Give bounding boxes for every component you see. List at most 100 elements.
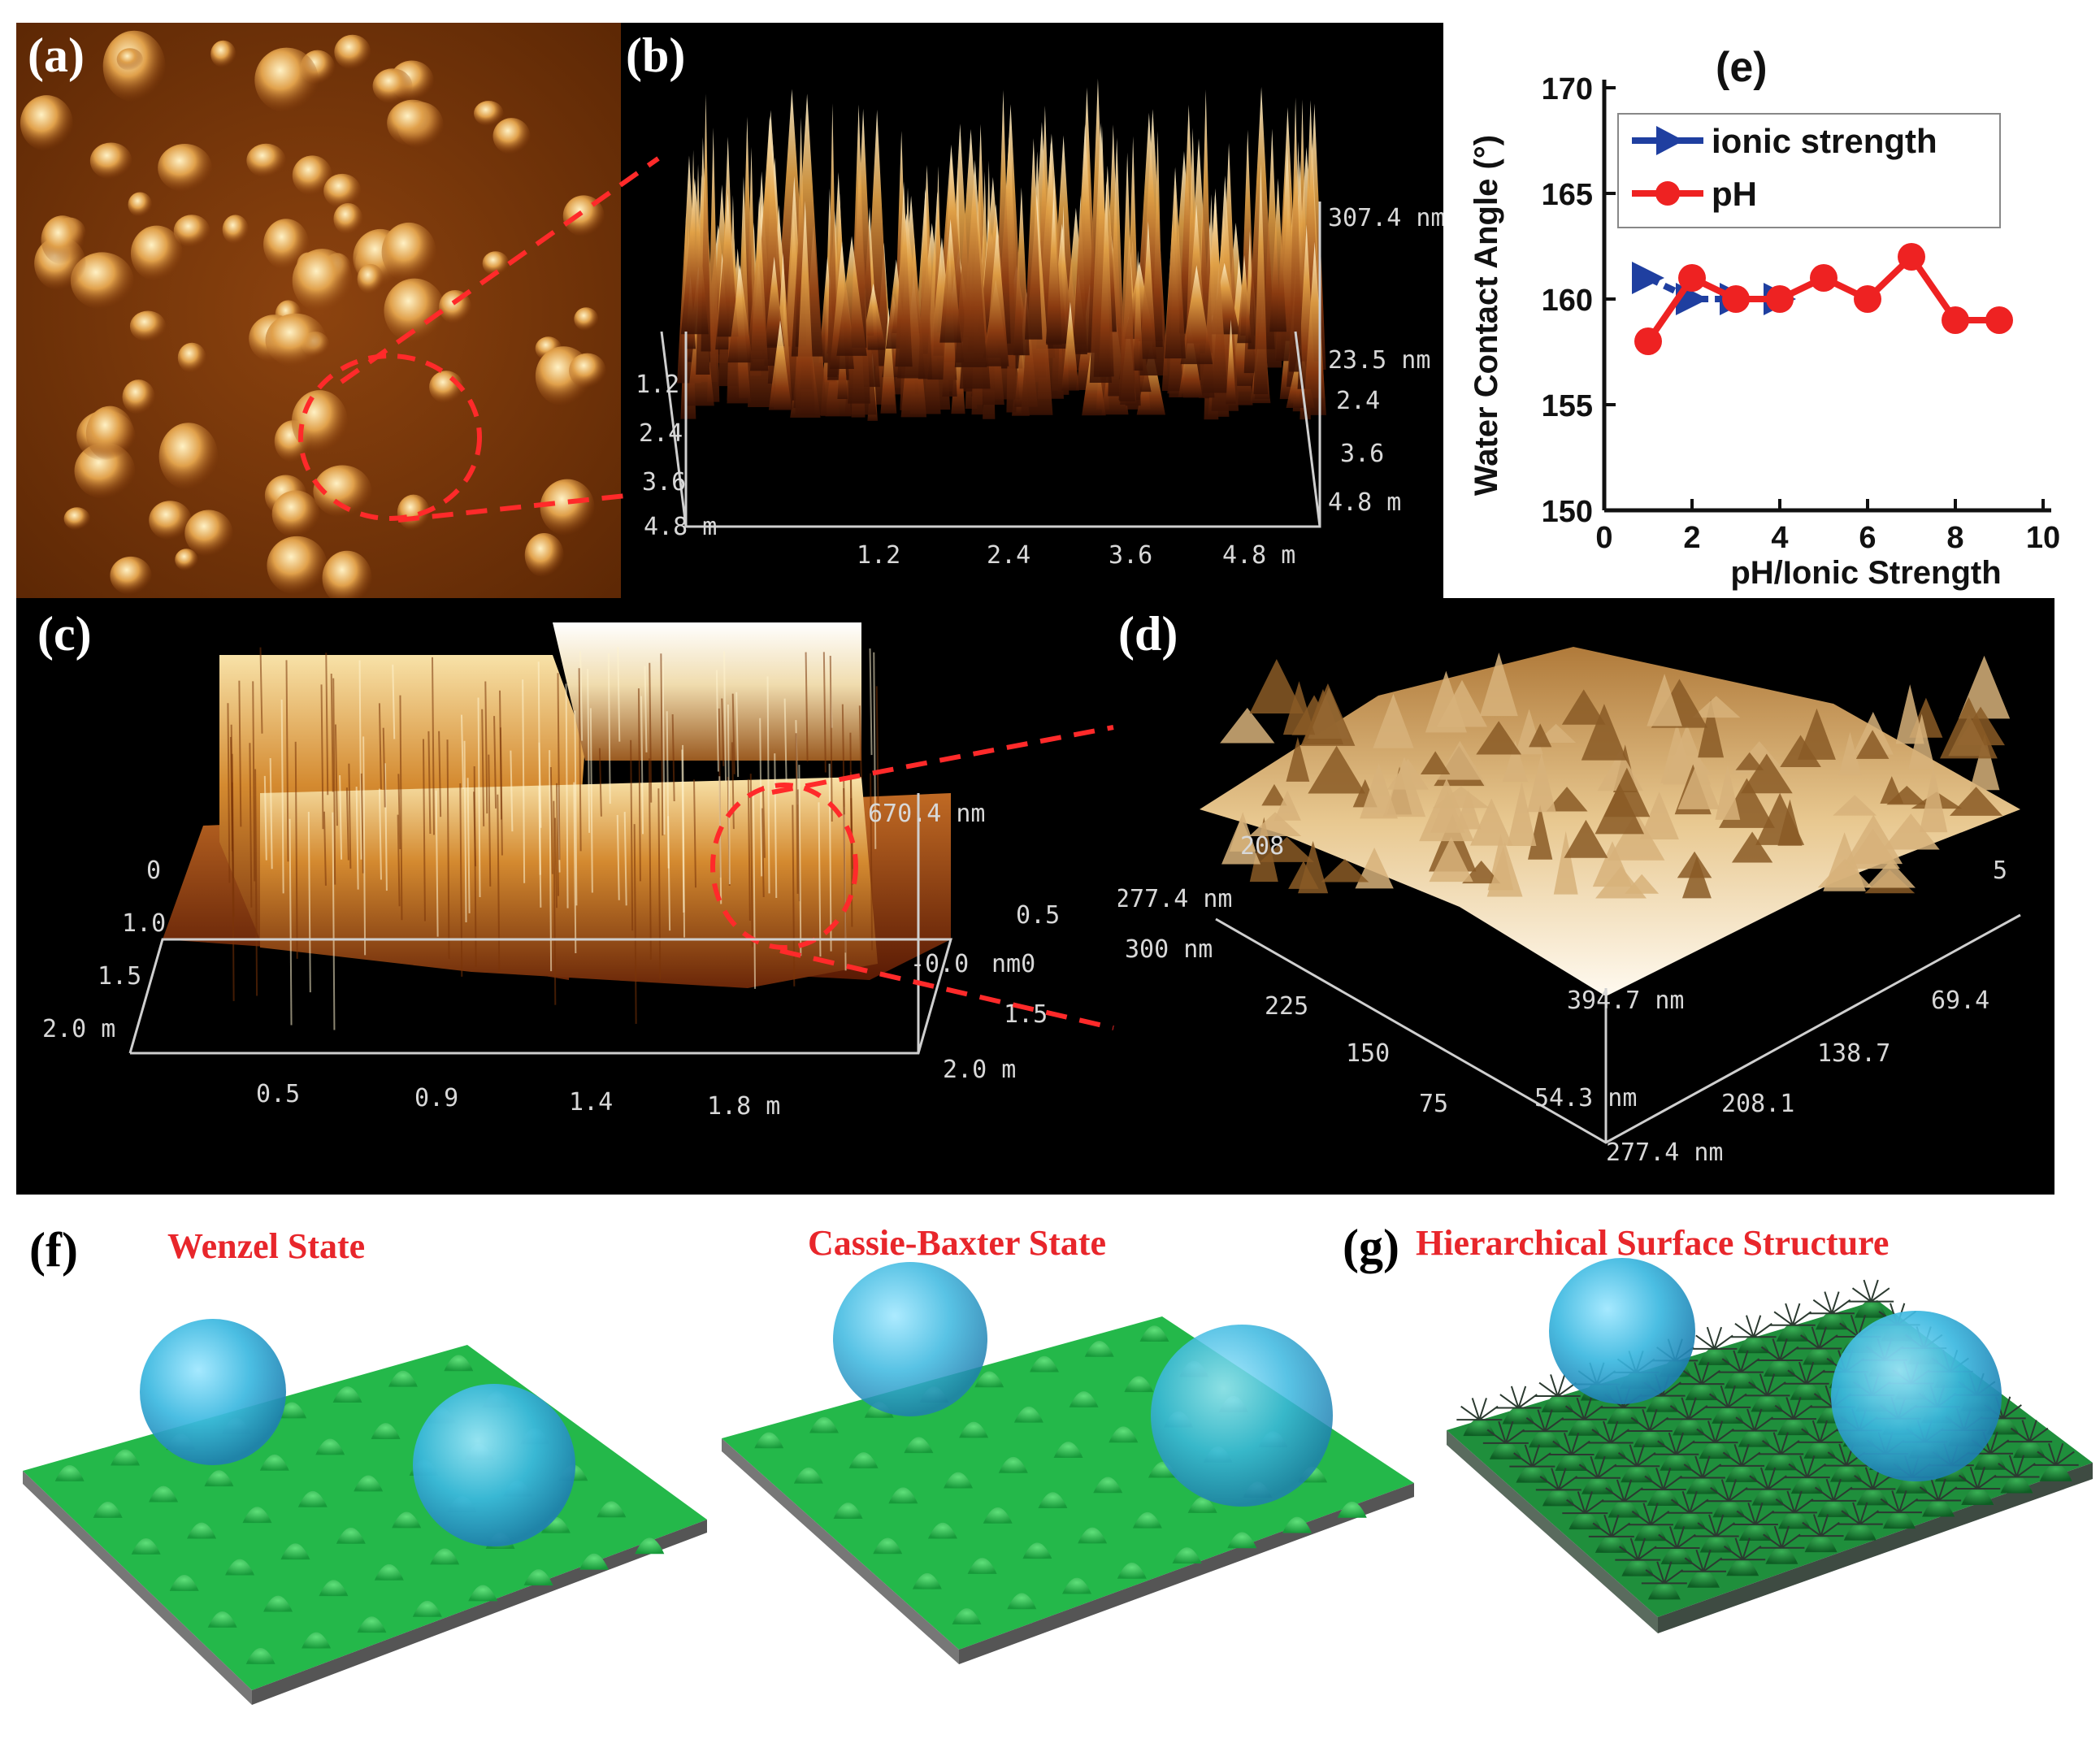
surface-bump bbox=[1738, 1522, 1772, 1541]
surface-stripe bbox=[798, 765, 802, 956]
surface-stripe bbox=[630, 739, 634, 931]
left-tick-c-3: 1.5 bbox=[98, 962, 141, 991]
surface-bump bbox=[597, 1501, 627, 1518]
surface-stripe bbox=[446, 739, 450, 959]
surface-peak bbox=[1546, 787, 1588, 812]
left-tick-d-3: 225 bbox=[1265, 992, 1308, 1021]
surface-peak bbox=[1436, 740, 1483, 780]
surface-bump bbox=[1803, 1440, 1837, 1459]
surface-hair bbox=[1739, 1350, 1749, 1373]
left-tick-c-1: 0 bbox=[146, 856, 161, 885]
surface-bump bbox=[1817, 1498, 1851, 1517]
surface-hair bbox=[1566, 1498, 1586, 1514]
surface-peak bbox=[1248, 812, 1302, 836]
surface-stripe bbox=[427, 731, 432, 835]
surface-hair bbox=[1880, 1498, 1900, 1513]
surface-hair bbox=[1591, 1429, 1612, 1444]
bottom-tick-c-1: 0.5 bbox=[256, 1080, 300, 1108]
afm-grain bbox=[357, 263, 384, 295]
surface-peak bbox=[1420, 751, 1451, 774]
z-max-label-c: 670.4 nm bbox=[868, 800, 986, 828]
right-tick-d-2: 138.7 bbox=[1817, 1039, 1890, 1068]
surface-stripe bbox=[252, 681, 256, 882]
surface-bump bbox=[1093, 1477, 1123, 1494]
surface-hair bbox=[1833, 1486, 1853, 1502]
surface-hair bbox=[1517, 1394, 1538, 1409]
surface-hair bbox=[1700, 1362, 1710, 1385]
surface-hair bbox=[1793, 1404, 1813, 1420]
surface-hair bbox=[2055, 1451, 2075, 1466]
surface-hair bbox=[1831, 1299, 1851, 1315]
afm-grain bbox=[222, 215, 249, 245]
surface-hair bbox=[1811, 1326, 1820, 1349]
surface-hair bbox=[1798, 1361, 1807, 1385]
surface-hair bbox=[1841, 1510, 1861, 1525]
surface-hair bbox=[1781, 1525, 1790, 1549]
surface-peak bbox=[1288, 861, 1319, 889]
surface-spike bbox=[836, 236, 867, 356]
surface-hair bbox=[1863, 1279, 1872, 1302]
surface-bump bbox=[1489, 1441, 1522, 1459]
surface-hair bbox=[1584, 1491, 1593, 1514]
surface-hair bbox=[1937, 1486, 1958, 1502]
afm-grain bbox=[323, 173, 362, 209]
surface-hair bbox=[1707, 1420, 1716, 1443]
surface-hair bbox=[1800, 1334, 1820, 1350]
surface-hair bbox=[1749, 1475, 1769, 1490]
surface-hair bbox=[1802, 1521, 1822, 1537]
surface-bump bbox=[242, 1507, 272, 1524]
surface-peak bbox=[1595, 783, 1645, 835]
surface-hair bbox=[1759, 1467, 1769, 1490]
legend-label-ionic: ionic strength bbox=[1712, 122, 1937, 160]
afm-grain bbox=[85, 405, 134, 461]
surface-hair bbox=[1675, 1432, 1684, 1455]
right-tick-c-2: -0.0 bbox=[910, 950, 969, 978]
surface-hair bbox=[1755, 1510, 1775, 1525]
surface-hair bbox=[1603, 1514, 1612, 1537]
surface-stripe bbox=[616, 814, 620, 900]
surface-hair bbox=[1642, 1503, 1651, 1525]
surface-hair bbox=[1838, 1443, 1847, 1466]
surface-hair bbox=[1505, 1429, 1525, 1444]
surface-stripe bbox=[555, 783, 559, 896]
surface-bump bbox=[1022, 1542, 1052, 1559]
surface-bump bbox=[1516, 1464, 1549, 1483]
surface-hair bbox=[1839, 1322, 1859, 1338]
right-tick-c-1: 0.5 bbox=[1016, 901, 1060, 930]
surface-hair bbox=[1775, 1498, 1795, 1514]
wenzel-plate-top bbox=[23, 1345, 707, 1690]
surface-peak bbox=[1564, 819, 1608, 858]
surface-stripe bbox=[715, 670, 719, 772]
panel-e-contact-angle-chart: (e) Water Contact Angle (°) pH/Ionic Str… bbox=[1443, 23, 2100, 598]
surface-hair bbox=[1811, 1420, 1821, 1443]
y-tick-label: 155 bbox=[1542, 389, 1593, 423]
y-tick-label: 165 bbox=[1542, 178, 1593, 212]
afm-grain bbox=[271, 490, 320, 538]
surface-bump bbox=[187, 1522, 217, 1539]
afm-3d-surface-d: 208 5 277.4 nm 300 nm 225 150 75 394.7 n… bbox=[1118, 647, 2021, 1167]
surface-hair bbox=[2028, 1420, 2037, 1442]
surface-bump bbox=[1502, 1406, 1535, 1425]
surface-bump bbox=[1621, 1464, 1654, 1483]
surface-peak bbox=[1740, 753, 1793, 794]
surface-bump bbox=[1961, 1486, 1994, 1505]
surface-stripe bbox=[589, 708, 593, 893]
right-tick-b-2: 3.6 bbox=[1340, 440, 1384, 468]
surface-bump bbox=[1922, 1498, 1955, 1517]
surface-hair bbox=[1637, 1546, 1657, 1561]
surface-stripe bbox=[522, 679, 526, 883]
surface-stripe bbox=[574, 710, 578, 906]
panel-label-f: (f) bbox=[29, 1223, 78, 1277]
surface-hair bbox=[1701, 1369, 1720, 1385]
surface-hair bbox=[1688, 1397, 1697, 1420]
surface-hair bbox=[1799, 1455, 1808, 1478]
bottom-tick-b-2: 2.4 bbox=[987, 541, 1030, 570]
surface-block-white-c bbox=[553, 622, 861, 761]
surface-bump bbox=[888, 1487, 918, 1504]
surface-peak bbox=[1919, 767, 1948, 833]
surface-stripe bbox=[269, 758, 273, 870]
data-point-ph bbox=[1766, 285, 1794, 313]
surface-bump bbox=[468, 1585, 498, 1602]
surface-stripe bbox=[617, 647, 621, 742]
afm-grain bbox=[128, 192, 153, 217]
